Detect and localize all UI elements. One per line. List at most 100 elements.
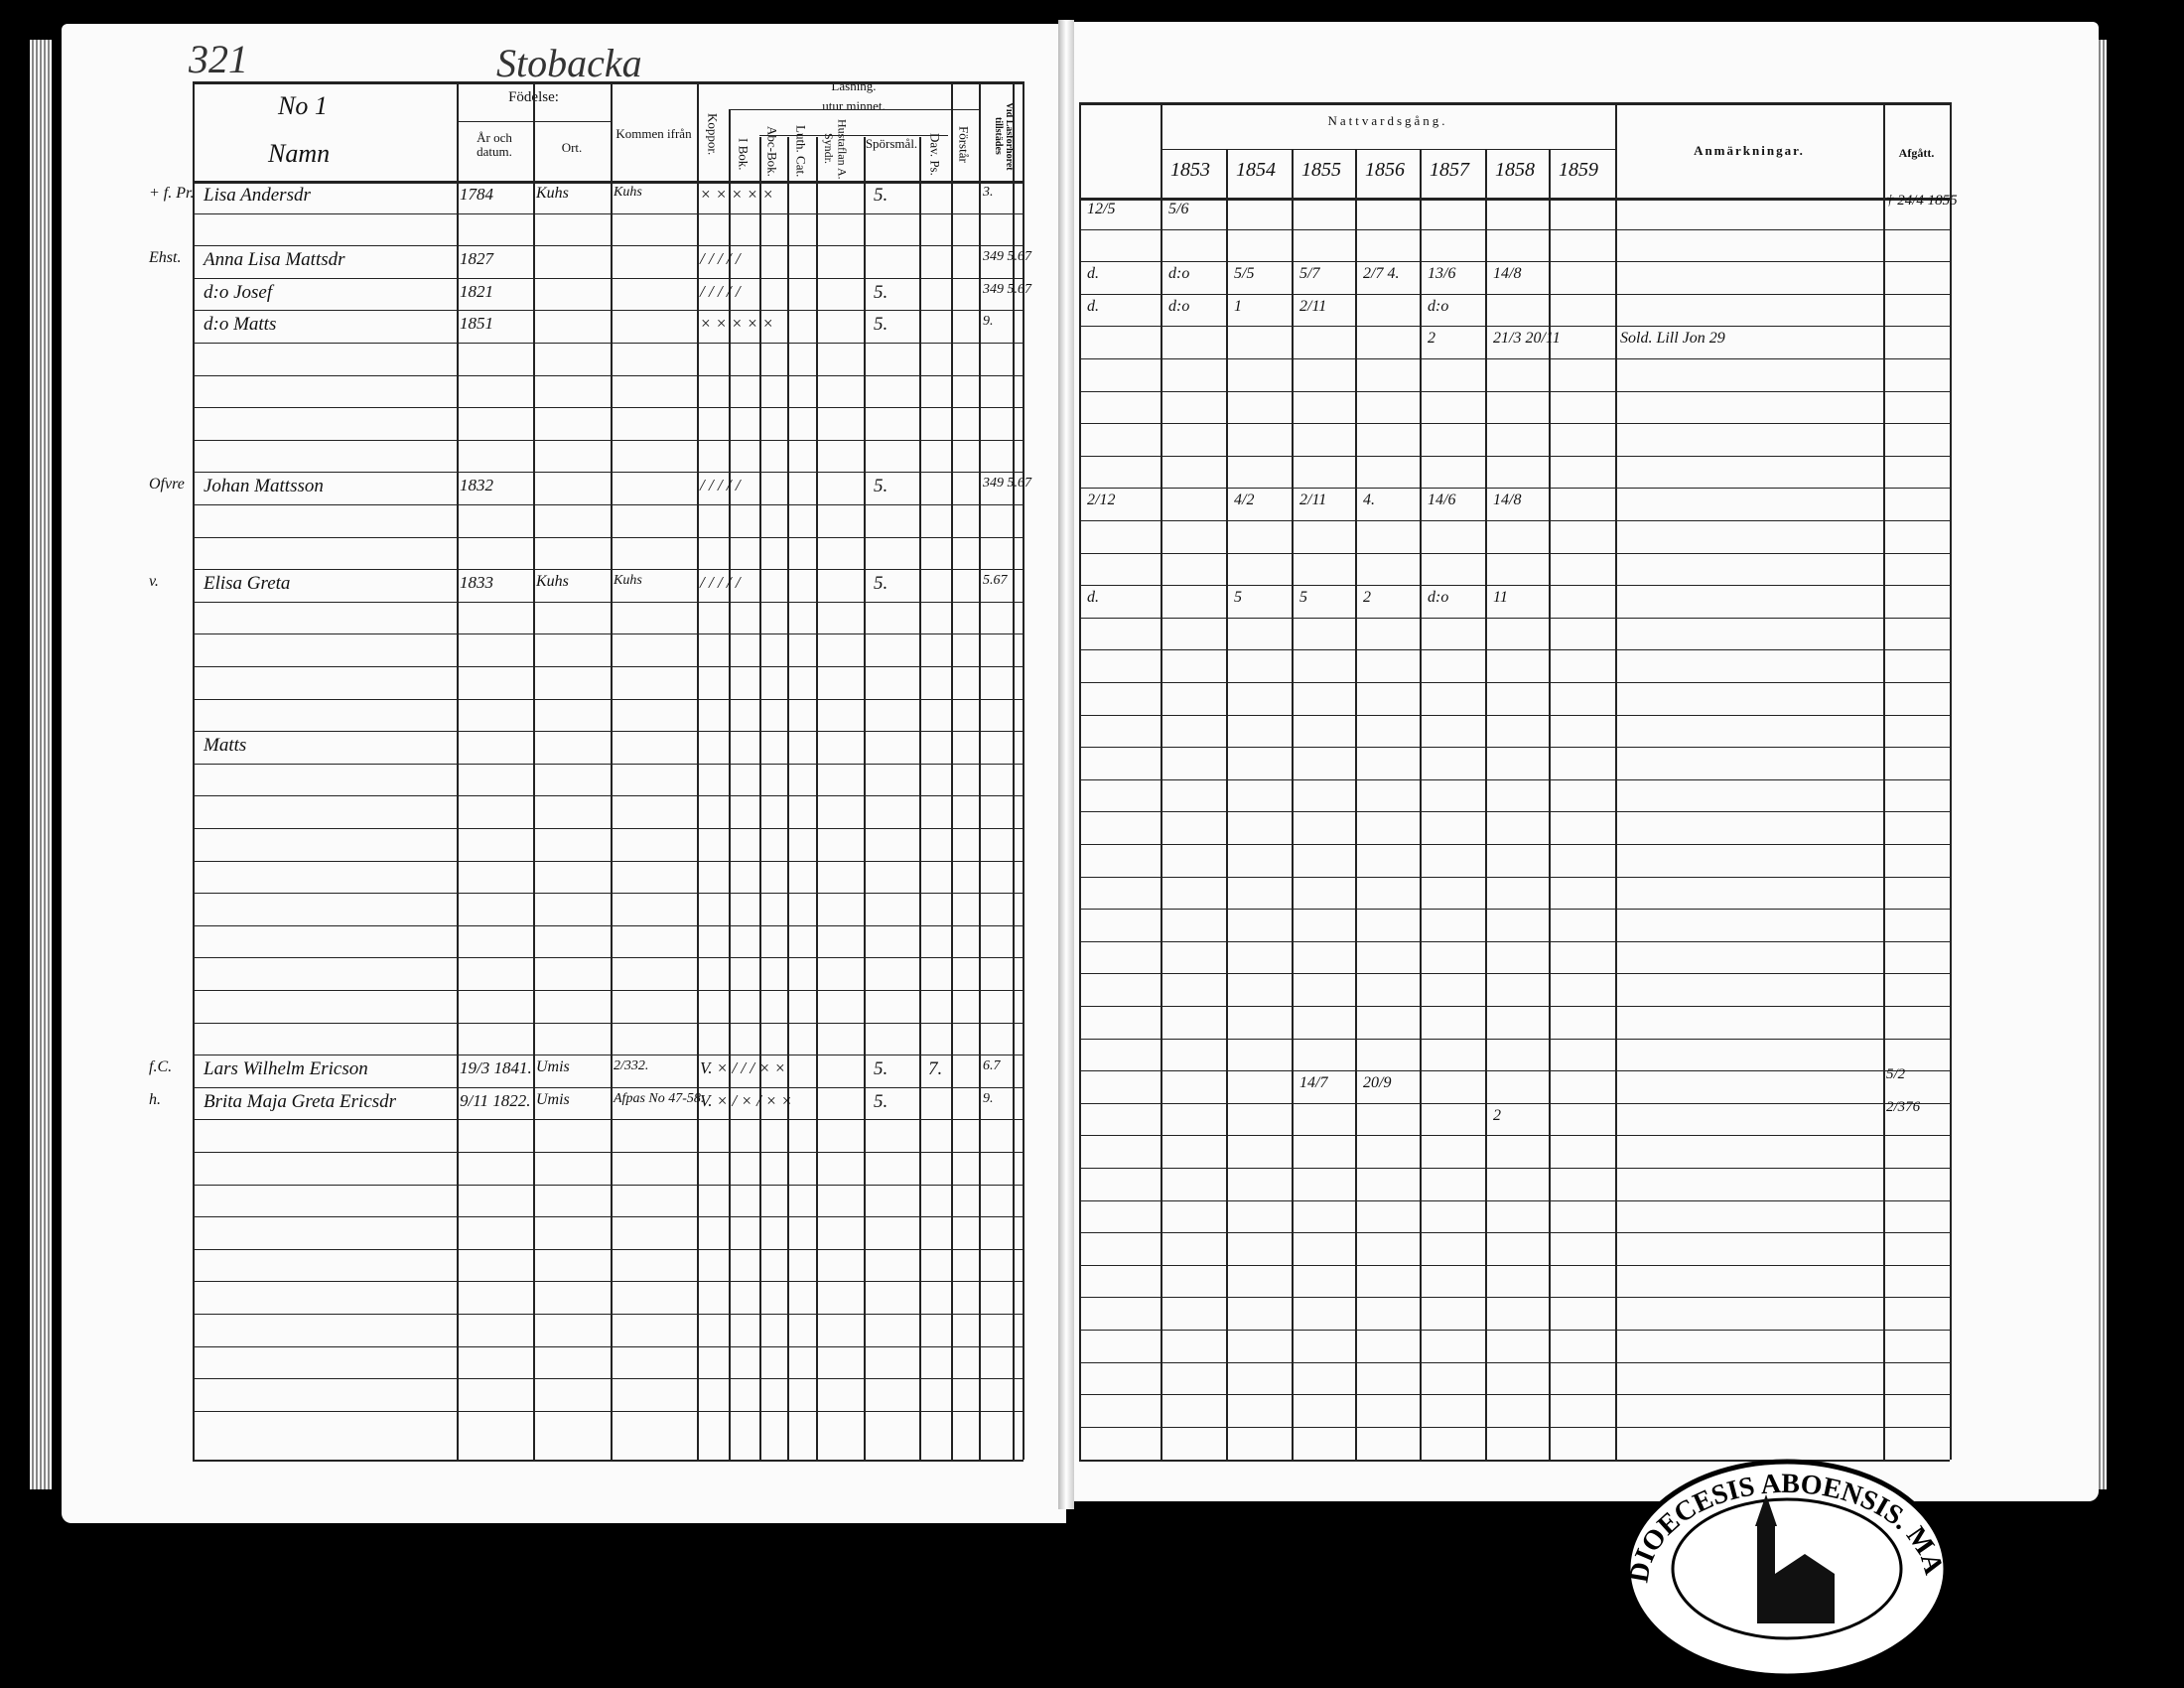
- communion-date: d.: [1087, 297, 1099, 315]
- header-bottom-border: [193, 181, 1024, 184]
- column-divider: [193, 81, 195, 1460]
- row-line: [193, 731, 1024, 732]
- entry-reading-marks: V. × / / / × ×: [700, 1058, 786, 1078]
- row-line: [193, 795, 1024, 796]
- communion-date: 2: [1363, 589, 1371, 607]
- header-book: I Bok.: [736, 137, 751, 171]
- column-divider: [1950, 102, 1952, 1460]
- row-line: [1079, 779, 1950, 780]
- entry-mark: f.C.: [149, 1058, 173, 1076]
- communion-date: d.: [1087, 265, 1099, 283]
- header-table: Hustaflan A. Syndr.: [822, 118, 850, 180]
- row-line: [1079, 1039, 1950, 1040]
- church-icon: [1755, 1494, 1835, 1623]
- entry-reading-marks: × × × × ×: [700, 314, 774, 334]
- header-abc: Abc-Bok.: [764, 125, 780, 177]
- entry-questions: 5.: [874, 476, 888, 497]
- diocese-seal: DIOECESIS ABOENSIS. MAGN. PRINC. FINL.: [1618, 1455, 1950, 1679]
- communion-date: 2: [1493, 1106, 1501, 1124]
- communion-date: 2/12: [1087, 492, 1116, 509]
- row-line: [193, 1119, 1024, 1120]
- entry-reading-marks: / / / / /: [700, 281, 741, 301]
- entry-birth-place: Kuhs: [536, 185, 569, 202]
- entry-name: Anna Lisa Mattsdr: [204, 249, 345, 271]
- column-divider: [457, 81, 459, 1460]
- entry-birth-year: 19/3 1841.: [460, 1058, 532, 1078]
- header-communion: Nattvardsgång.: [1327, 113, 1448, 128]
- book-gutter: [1058, 20, 1074, 1509]
- table-top-border: [193, 81, 1024, 84]
- row-line: [193, 537, 1024, 538]
- entry-exam-present: 5.67: [983, 573, 1008, 589]
- row-line: [193, 343, 1024, 344]
- row-line: [193, 1185, 1024, 1186]
- column-divider: [1160, 102, 1162, 1460]
- row-line: [1079, 391, 1950, 392]
- entry-mark: v.: [149, 573, 159, 591]
- row-line: [193, 861, 1024, 862]
- entry-name: Johan Mattsson: [204, 476, 324, 497]
- entry-questions: 5.: [874, 281, 888, 303]
- communion-date: 11: [1493, 589, 1508, 607]
- row-line: [1079, 618, 1950, 619]
- header-year: 1855: [1301, 159, 1341, 181]
- header-understanding: Förstår: [956, 125, 972, 163]
- column-divider: [1549, 149, 1551, 1460]
- row-line: [1079, 520, 1950, 521]
- column-divider: [1079, 102, 1081, 1460]
- header-name: Namn: [268, 139, 331, 168]
- row-line: [1079, 1427, 1950, 1428]
- row-line: [193, 1216, 1024, 1217]
- entry-name: d:o Matts: [204, 314, 277, 336]
- row-line: [193, 375, 1024, 376]
- entry-exam-present: 349 5.67: [983, 476, 1031, 492]
- column-divider: [787, 137, 789, 1460]
- header-year: 1857: [1430, 159, 1469, 181]
- entry-reading-marks: V. × / × / × ×: [700, 1090, 793, 1110]
- row-line: [193, 310, 1024, 311]
- entry-came-from: Kuhs: [614, 573, 642, 589]
- row-line: [1079, 941, 1950, 942]
- entry-name: Matts: [204, 735, 247, 757]
- row-line: [1079, 1232, 1950, 1233]
- column-divider: [1485, 149, 1487, 1460]
- entry-birth-year: 1827: [460, 249, 493, 269]
- header-catechism: Luth. Cat.: [793, 124, 809, 178]
- entry-exam-present: 9.: [983, 1090, 994, 1106]
- header-year: 1854: [1236, 159, 1276, 181]
- table-top-border: [1079, 102, 1950, 105]
- column-divider: [951, 81, 953, 1460]
- column-divider: [697, 81, 699, 1460]
- row-line: [193, 1152, 1024, 1153]
- header-departure: Afgått.: [1898, 146, 1935, 160]
- communion-date: 14/6: [1428, 492, 1456, 509]
- communion-date: 21/3 20/11: [1493, 330, 1561, 348]
- column-divider: [1420, 149, 1422, 1460]
- communion-date: d:o: [1168, 297, 1190, 315]
- row-line: [193, 407, 1024, 408]
- header-questions: Spörsmål.: [865, 136, 918, 151]
- row-line: [193, 1087, 1024, 1088]
- row-line: [1079, 649, 1950, 650]
- row-line: [1079, 1265, 1950, 1266]
- row-line: [1079, 261, 1950, 262]
- entry-exam-present: 349 5.67: [983, 249, 1031, 265]
- communion-date: 13/6: [1428, 265, 1456, 283]
- communion-date: d:o: [1168, 265, 1190, 283]
- row-line: [193, 1281, 1024, 1282]
- row-line: [193, 893, 1024, 894]
- row-line: [1079, 456, 1950, 457]
- row-line: [193, 764, 1024, 765]
- row-line: [1079, 1135, 1950, 1136]
- header-divider: [457, 121, 611, 122]
- row-line: [1079, 585, 1950, 586]
- row-line: [193, 828, 1024, 829]
- column-divider: [1883, 102, 1885, 1460]
- table-bottom-border: [193, 1460, 1024, 1462]
- entry-mark: + f. Pr.: [149, 185, 195, 202]
- communion-date: 5: [1234, 589, 1242, 607]
- column-divider: [611, 81, 613, 1460]
- column-divider: [979, 81, 981, 1460]
- table-bottom-border: [1079, 1460, 1950, 1462]
- entry-exam-present: 9.: [983, 314, 994, 330]
